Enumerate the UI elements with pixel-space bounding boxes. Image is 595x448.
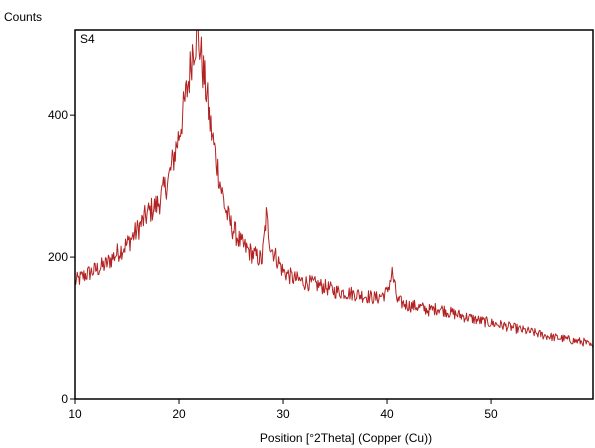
y-tick-label: 0 bbox=[61, 392, 68, 406]
panel-label: S4 bbox=[80, 32, 95, 46]
x-axis-title: Position [°2Theta] (Copper (Cu)) bbox=[260, 431, 432, 445]
plot-frame bbox=[74, 29, 594, 400]
xrd-series-line bbox=[74, 29, 594, 349]
x-tick-label: 30 bbox=[276, 407, 290, 421]
y-axis-ticks: 0 200 400 bbox=[48, 108, 75, 406]
x-tick-label: 40 bbox=[380, 407, 394, 421]
y-axis-title: Counts bbox=[4, 10, 42, 24]
y-tick-label: 200 bbox=[48, 250, 68, 264]
y-tick-label: 400 bbox=[48, 108, 68, 122]
x-tick-label: 20 bbox=[172, 407, 186, 421]
x-tick-label: 10 bbox=[68, 407, 82, 421]
plot-frame-rect bbox=[74, 29, 594, 400]
x-axis-ticks: 10 20 30 40 50 bbox=[68, 399, 498, 421]
x-tick-label: 50 bbox=[484, 407, 498, 421]
